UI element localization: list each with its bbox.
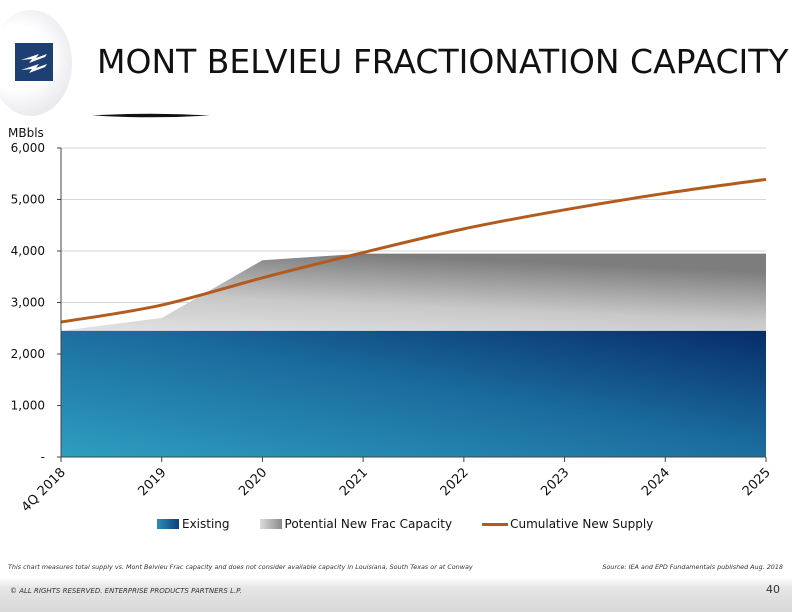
y-tick-label-1: 1,000 (11, 399, 45, 413)
y-tick-label-5: 5,000 (11, 193, 45, 207)
legend-label-supply: Cumulative New Supply (510, 517, 654, 531)
legend-label-potential: Potential New Frac Capacity (284, 517, 453, 531)
legend-swatch-supply (482, 522, 509, 526)
x-tick-label-3: 2021 (337, 465, 371, 499)
x-tick-label-5: 2023 (538, 465, 572, 499)
chart-footnote: This chart measures total supply vs. Mon… (8, 563, 473, 571)
legend-swatch-potential (259, 519, 282, 529)
page-number: 40 (766, 583, 780, 596)
x-tick-label-7: 2025 (740, 465, 774, 499)
x-tick-label-0: 4Q 2018 (19, 465, 69, 515)
y-tick-label-3: 3,000 (11, 296, 45, 310)
y-tick-label-4: 4,000 (11, 244, 45, 258)
legend-item-existing: Existing (157, 517, 230, 531)
legend-item-supply: Cumulative New Supply (482, 517, 653, 531)
chart-source: Source: IEA and EPD Fundamentals publish… (602, 563, 783, 571)
x-tick-label-2: 2020 (236, 465, 270, 499)
cumulative-new-supply-line (60, 177, 767, 324)
y-tick-label-6: 6,000 (11, 141, 45, 155)
existing-capacity-area (61, 330, 766, 457)
y-tick-label-2: 2,000 (11, 347, 45, 361)
company-logo (15, 43, 53, 81)
footer-bar (0, 577, 792, 612)
x-tick-label-6: 2024 (639, 465, 673, 499)
logo-mark-icon (21, 54, 47, 73)
x-tick-label-1: 2019 (136, 465, 170, 499)
legend-label-existing: Existing (182, 517, 230, 531)
legend-item-potential: Potential New Frac Capacity (259, 517, 453, 531)
x-tick-label-4: 2022 (438, 465, 472, 499)
potential-capacity-area (61, 253, 766, 331)
page-title: MONT BELVIEU FRACTIONATION CAPACITY (97, 42, 789, 81)
chart-legend: Existing Potential New Frac Capacity Cum… (157, 516, 683, 532)
legend-swatch-existing (157, 519, 179, 529)
y-axis-label: MBbls (8, 126, 44, 140)
copyright-notice: © ALL RIGHTS RESERVED. ENTERPRISE PRODUC… (10, 587, 242, 595)
y-tick-label-0: - (41, 450, 45, 464)
title-underline (92, 113, 210, 118)
